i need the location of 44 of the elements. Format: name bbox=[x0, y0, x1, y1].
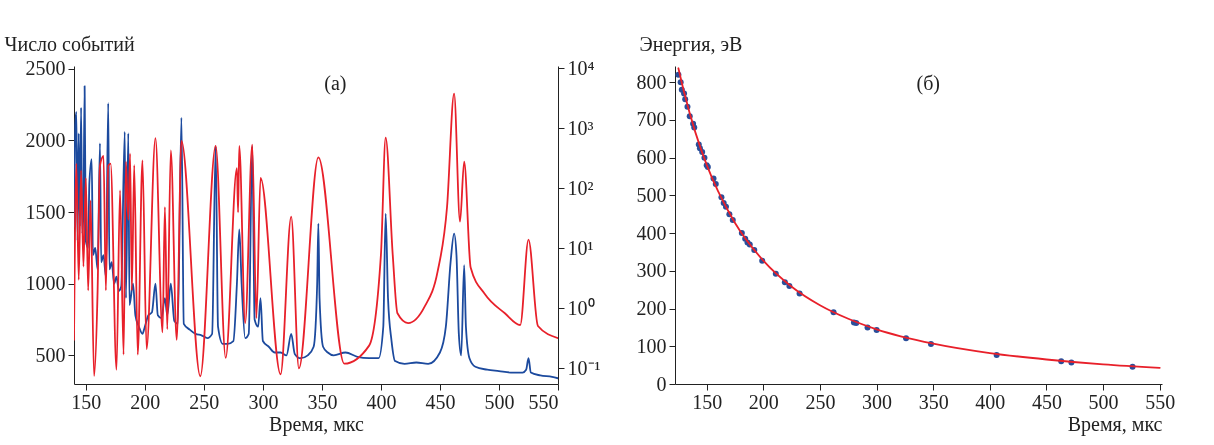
y2-tick-label: 10¹ bbox=[567, 236, 594, 259]
x-tick-label: 200 bbox=[748, 390, 779, 413]
x-tick-label: 450 bbox=[425, 390, 456, 413]
x-axis-title: Время, мкс bbox=[1067, 412, 1163, 436]
y-tick-label: 500 bbox=[636, 183, 667, 206]
x-tick-label: 350 bbox=[918, 390, 949, 413]
x-tick-label: 150 bbox=[692, 390, 723, 413]
y-axis-title: Энергия, эВ bbox=[639, 32, 743, 56]
y-tick-label: 2500 bbox=[25, 57, 66, 80]
y2-tick-label: 10⁻¹ bbox=[567, 356, 601, 379]
x-tick-label: 550 bbox=[528, 390, 559, 413]
y-tick-label: 0 bbox=[656, 372, 667, 395]
annotation: (б) bbox=[916, 72, 940, 95]
y-tick-label: 1000 bbox=[25, 272, 66, 295]
x-axis-title: Время, мкс bbox=[269, 412, 365, 436]
x-tick-label: 500 bbox=[484, 390, 515, 413]
y-axis-title: Число событий bbox=[4, 32, 135, 55]
x-tick-label: 200 bbox=[130, 390, 161, 413]
x-tick-label: 350 bbox=[307, 390, 338, 413]
y2-tick-label: 10⁴ bbox=[567, 56, 595, 79]
y2-tick-label: 10² bbox=[567, 176, 594, 199]
y2-tick-label: 10⁰ bbox=[567, 296, 595, 319]
y-tick-label: 100 bbox=[636, 334, 667, 357]
x-tick-label: 400 bbox=[366, 390, 397, 413]
y2-tick-label: 10³ bbox=[567, 116, 594, 139]
y-tick-label: 300 bbox=[636, 259, 667, 282]
y-tick-label: 500 bbox=[35, 343, 66, 366]
y-tick-label: 2000 bbox=[25, 128, 66, 151]
x-tick-label: 150 bbox=[71, 390, 102, 413]
x-tick-label: 250 bbox=[805, 390, 836, 413]
annotation: (a) bbox=[324, 72, 347, 95]
y-tick-label: 800 bbox=[636, 70, 667, 93]
y-tick-label: 400 bbox=[636, 221, 667, 244]
y-tick-label: 600 bbox=[636, 146, 667, 169]
y-tick-label: 700 bbox=[636, 108, 667, 131]
x-tick-label: 400 bbox=[975, 390, 1006, 413]
y-tick-label: 200 bbox=[636, 297, 667, 320]
x-tick-label: 300 bbox=[248, 390, 279, 413]
x-tick-label: 300 bbox=[862, 390, 893, 413]
y-tick-label: 1500 bbox=[25, 200, 66, 223]
x-tick-label: 550 bbox=[1145, 390, 1176, 413]
x-tick-label: 250 bbox=[189, 390, 220, 413]
x-tick-label: 450 bbox=[1031, 390, 1062, 413]
x-tick-label: 500 bbox=[1088, 390, 1119, 413]
